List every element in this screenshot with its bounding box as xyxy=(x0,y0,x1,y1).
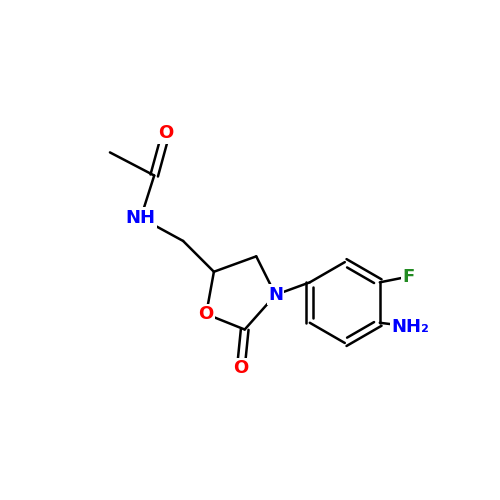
Text: O: O xyxy=(233,359,248,377)
Text: O: O xyxy=(198,305,214,323)
Text: O: O xyxy=(158,124,174,142)
Text: NH: NH xyxy=(126,209,156,227)
Text: N: N xyxy=(268,286,283,304)
Text: NH₂: NH₂ xyxy=(392,318,430,336)
Text: F: F xyxy=(402,268,415,285)
